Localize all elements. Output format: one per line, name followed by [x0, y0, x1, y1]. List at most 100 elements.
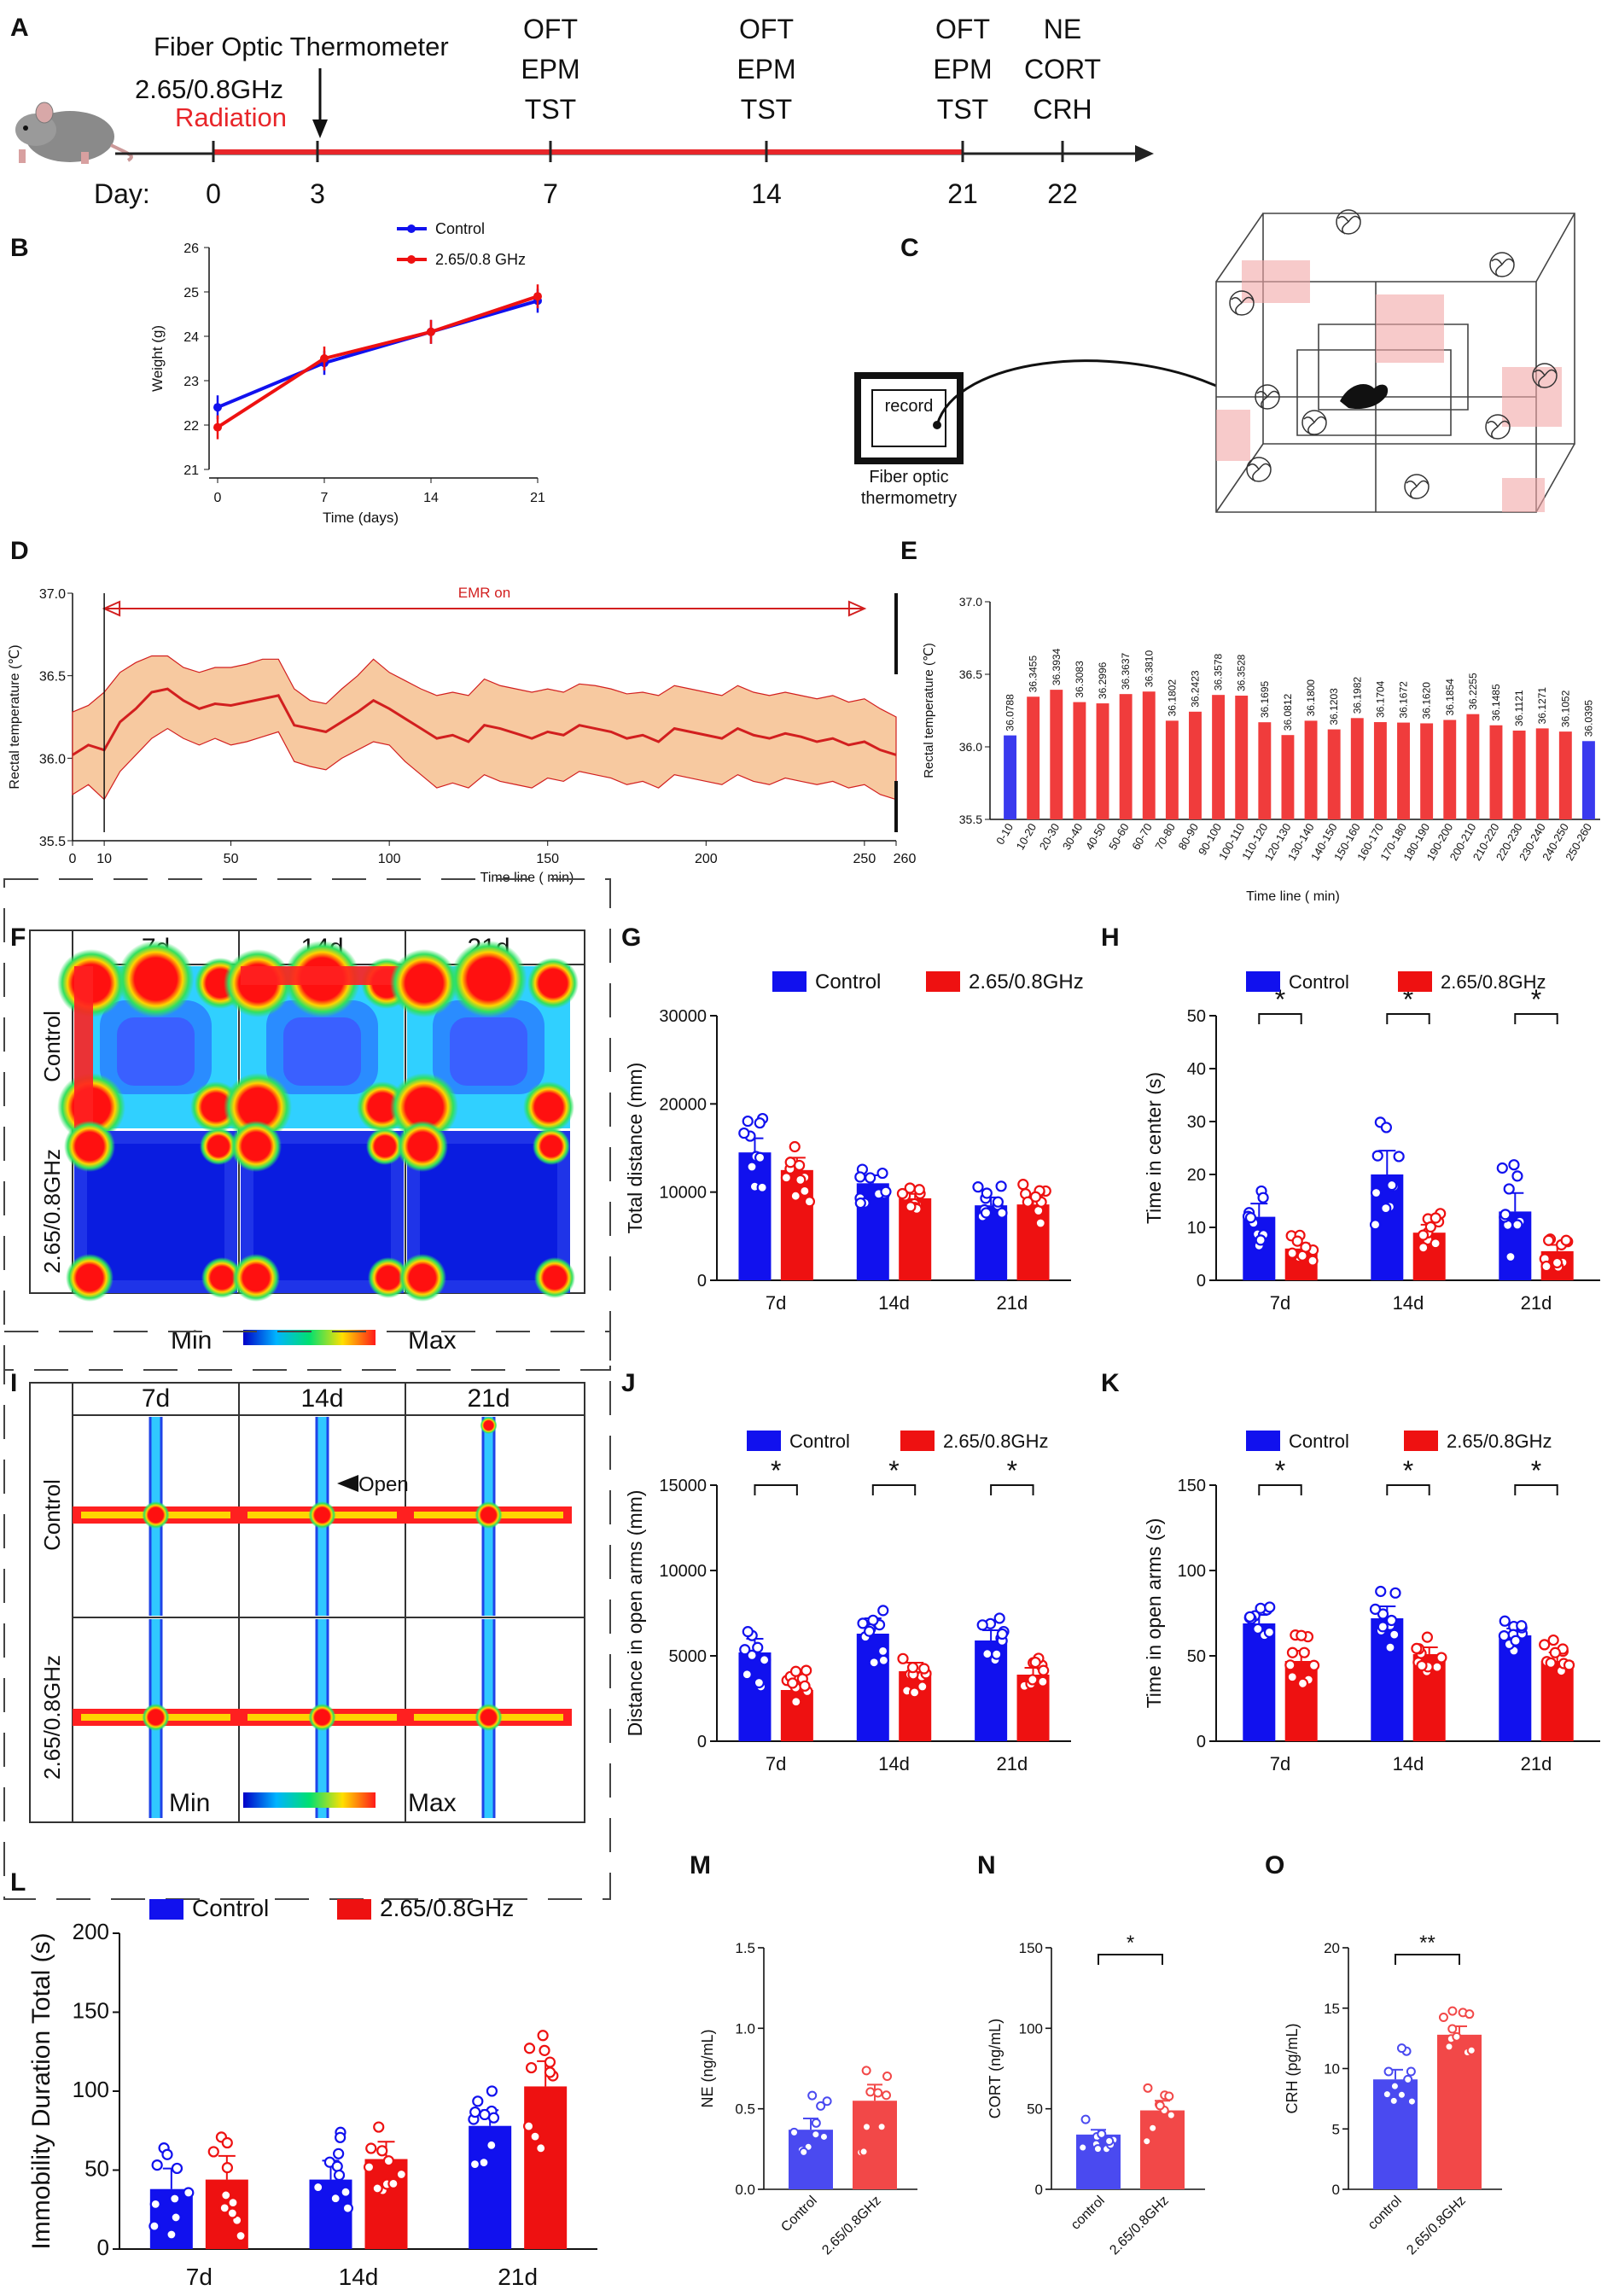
- open-label: Open: [358, 1473, 409, 1496]
- data-point: [1307, 1659, 1320, 1671]
- fan-blade-icon: [1534, 369, 1558, 388]
- data-point: [1371, 1150, 1383, 1162]
- data-point: [993, 1612, 1005, 1624]
- timeline-test-label: EPM: [737, 54, 795, 84]
- crh-chart: 0 5 10 15 20 CRH (pg/mL) control 2.65/0.8GHz **: [1284, 1932, 1502, 2258]
- data-point: [213, 403, 222, 412]
- panel-letter-n: N: [977, 1851, 996, 1879]
- data-point: [382, 2155, 394, 2167]
- y-tick-label: 50: [84, 2156, 109, 2182]
- y-axis-label: Immobility Duration Total (s): [27, 1932, 55, 2249]
- y-tick-label: 0: [1035, 2182, 1043, 2198]
- data-point: [340, 2186, 352, 2198]
- data-point: [487, 2112, 500, 2124]
- data-point: [221, 2162, 233, 2174]
- heatmap-hotspot: [64, 1121, 115, 1172]
- x-tick-label: 21d: [1521, 1753, 1552, 1774]
- y-tick-label: 40: [1187, 1060, 1206, 1079]
- fan-blade-icon: [1337, 215, 1361, 235]
- column-header: 7d: [142, 1384, 170, 1413]
- bar-value-label: 36.2996: [1097, 661, 1109, 699]
- panel-letter-c: C: [900, 234, 919, 262]
- significance-bracket: [1514, 1013, 1558, 1024]
- scale-min-label: Min: [169, 1789, 210, 1817]
- x-tick-label: 20-30: [1037, 821, 1063, 852]
- bar-value-label: 36.0788: [1004, 694, 1016, 731]
- bar: [1189, 711, 1202, 819]
- y-tick-label: 37.0: [39, 587, 66, 602]
- x-tick-label: 21d: [498, 2264, 538, 2290]
- data-point: [148, 2220, 160, 2232]
- panel-letter-i: I: [10, 1369, 17, 1397]
- fan-icon: [1485, 414, 1511, 440]
- data-point: [535, 2142, 547, 2154]
- y-tick-label: 15000: [659, 1477, 707, 1495]
- heatmap-hotspot: [523, 1081, 574, 1133]
- epm-center-hotspot: [308, 1501, 336, 1529]
- data-point: [1255, 1234, 1267, 1246]
- data-point: [738, 1127, 750, 1139]
- timeline-day-label: 14: [751, 178, 782, 209]
- data-point: [1375, 1585, 1387, 1598]
- data-point: [877, 1605, 889, 1617]
- data-point: [1384, 1641, 1396, 1653]
- bar-value-label: 36.3934: [1051, 648, 1063, 685]
- weight-chart: 21 22 23 24 25 26 0 7 14 21 Time (days) Weight (g) C…: [149, 220, 545, 526]
- data-point: [1406, 2066, 1416, 2077]
- data-point: [1452, 2031, 1462, 2042]
- significance-bracket: [754, 1484, 798, 1495]
- data-point: [742, 1626, 754, 1638]
- data-point: [784, 1157, 796, 1168]
- data-point: [1549, 1646, 1561, 1658]
- y-tick-label: 20: [1187, 1166, 1206, 1185]
- heatmap-hotspot: [200, 1128, 237, 1165]
- y-tick-label: 100: [1019, 2020, 1043, 2037]
- timeline-day-label: 0: [206, 178, 221, 209]
- bar: [738, 1652, 772, 1741]
- bar: [1212, 695, 1226, 819]
- data-point: [1393, 1151, 1405, 1163]
- data-point: [1389, 2081, 1400, 2091]
- epm-center-hotspot: [142, 1704, 170, 1731]
- data-point: [1291, 1235, 1303, 1247]
- legend-label: 2.65/0.8GHz: [380, 1895, 514, 1921]
- legend-label: 2.65/0.8GHz: [1447, 1431, 1552, 1452]
- data-point: [371, 2182, 383, 2194]
- thermometer-arrowhead: [312, 119, 328, 138]
- x-tick-label: 2.65/0.8GHz: [819, 2194, 884, 2258]
- data-point: [1252, 1623, 1264, 1635]
- significance-bracket: [990, 1484, 1034, 1495]
- x-tick-label: 0: [69, 852, 77, 866]
- x-axis-label: Time line ( min): [480, 871, 574, 885]
- y-tick-label: 150: [1019, 1940, 1043, 1956]
- y-tick-label: 0: [697, 1272, 707, 1291]
- bar-value-label: 36.1802: [1166, 679, 1178, 717]
- data-point: [1411, 1642, 1423, 1654]
- data-point: [1508, 1159, 1520, 1171]
- data-point: [320, 354, 329, 363]
- data-point: [479, 2108, 491, 2121]
- data-point: [183, 2187, 195, 2199]
- record-label: record: [885, 397, 934, 416]
- fan-icon: [1404, 474, 1430, 499]
- y-axis-label: Rectal temperature (℃): [8, 644, 22, 789]
- y-tick-label: 0: [97, 2235, 109, 2260]
- data-point: [1543, 1234, 1555, 1246]
- bar: [853, 2101, 897, 2189]
- y-axis-label: Time in center (s): [1143, 1072, 1165, 1224]
- y-axis-label: NE (ng/mL): [699, 2029, 716, 2107]
- panel-letter-e: E: [900, 537, 917, 565]
- legend-label: Control: [1289, 971, 1349, 993]
- data-point: [335, 2131, 346, 2143]
- data-point: [1447, 2006, 1458, 2016]
- data-point: [876, 2122, 887, 2132]
- bar: [1016, 1204, 1050, 1280]
- data-point: [873, 2088, 883, 2098]
- data-point: [877, 1654, 889, 1666]
- data-point: [1286, 1646, 1299, 1658]
- data-point: [1496, 1162, 1508, 1174]
- y-tick-label: 10000: [659, 1184, 707, 1203]
- bar-value-label: 36.1982: [1351, 677, 1363, 714]
- bar-value-label: 36.1672: [1398, 681, 1410, 719]
